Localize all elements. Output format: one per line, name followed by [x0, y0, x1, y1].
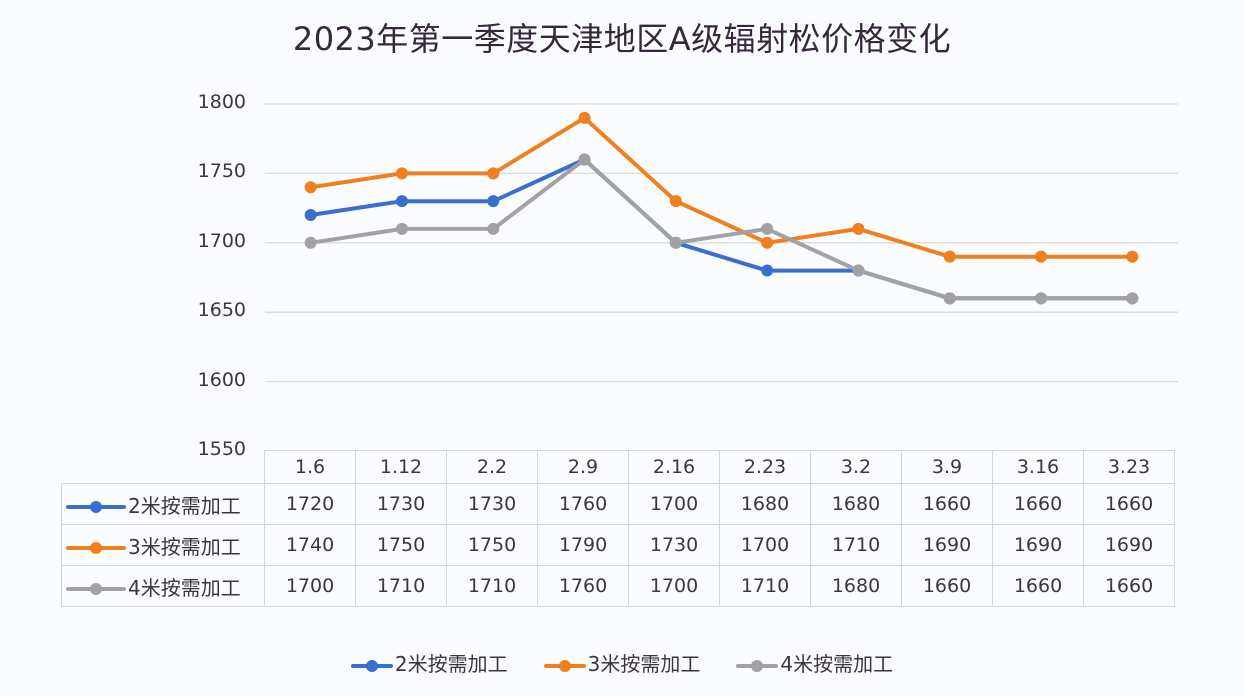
data-point — [304, 236, 317, 249]
data-point — [761, 236, 774, 249]
table-corner — [62, 451, 265, 484]
table-cell: 1790 — [537, 524, 629, 566]
y-tick-label: 1550 — [197, 438, 246, 460]
table-cell: 1710 — [446, 565, 538, 607]
table-cell: 1680 — [810, 565, 902, 607]
series-line-3m — [304, 111, 1139, 263]
table-cell: 1700 — [628, 565, 720, 607]
chart-title: 2023年第一季度天津地区A级辐射松价格变化 — [292, 20, 952, 58]
table-cell: 1700 — [719, 524, 811, 566]
table-header-cell: 1.6 — [264, 450, 356, 484]
table-cell: 1710 — [810, 524, 902, 566]
data-point — [852, 222, 865, 235]
table-cell: 1700 — [628, 483, 720, 525]
table-cell: 1680 — [719, 483, 811, 525]
series-name: 4米按需加工 — [128, 575, 241, 600]
table-cell: 1710 — [719, 565, 811, 607]
table-cell: 1720 — [264, 483, 356, 525]
legend-line-marker-icon — [350, 659, 393, 672]
table-cell: 1660 — [1083, 565, 1175, 607]
table-row: 3米按需加工 1740 1750 1750 1790 1730 1700 1710 1690 16… — [61, 524, 1175, 566]
table-cell: 1730 — [446, 483, 538, 525]
table-cell: 1730 — [355, 483, 447, 525]
y-tick-label: 1750 — [197, 160, 246, 183]
legend-line-marker-icon — [66, 501, 126, 513]
data-point — [669, 236, 682, 249]
y-tick-label: 1700 — [197, 229, 246, 252]
table-series-label: 4米按需加工 — [61, 565, 265, 607]
series-name: 3米按需加工 — [128, 534, 241, 559]
table-cell: 1750 — [355, 524, 447, 566]
data-point — [1126, 250, 1139, 263]
data-table: 1.6 1.12 2.2 2.9 2.16 2.23 3.2 3.9 3.16 3.23 2米按需加… — [61, 450, 1175, 607]
table-cell: 1690 — [1083, 524, 1175, 566]
table-cell: 1660 — [992, 483, 1084, 525]
legend-label: 2米按需加工 — [394, 652, 508, 676]
table-row: 2米按需加工 1720 1730 1730 1760 1700 1680 1680 1660 16… — [61, 483, 1175, 525]
legend-line-marker-icon — [66, 542, 126, 554]
legend-label: 4米按需加工 — [780, 652, 894, 676]
table-cell: 1730 — [628, 524, 720, 566]
data-point — [669, 195, 682, 208]
table-cell: 1660 — [901, 483, 993, 525]
table-cell: 1660 — [901, 565, 993, 607]
table-row: 4米按需加工 1700 1710 1710 1760 1700 1710 1680 1660 16… — [61, 565, 1175, 607]
data-point — [578, 111, 591, 124]
table-cell: 1660 — [992, 565, 1084, 607]
data-point — [487, 195, 500, 208]
table-cell: 1660 — [1083, 483, 1175, 525]
data-point — [395, 195, 408, 208]
table-series-label: 3米按需加工 — [61, 524, 265, 566]
data-point — [1035, 250, 1048, 263]
table-cell: 1690 — [901, 524, 993, 566]
table-cell: 1680 — [810, 483, 902, 525]
legend-label: 3米按需加工 — [587, 652, 701, 676]
data-point — [943, 292, 956, 305]
data-point — [395, 167, 408, 180]
legend-item[interactable]: 2米按需加工 — [350, 648, 508, 677]
table-header-cell: 1.12 — [355, 450, 447, 484]
legend-item[interactable]: 3米按需加工 — [543, 648, 701, 677]
data-point — [761, 222, 774, 235]
data-point — [1126, 292, 1139, 305]
table-header-cell: 2.16 — [628, 450, 720, 484]
table-cell: 1760 — [537, 565, 629, 607]
table-cell: 1740 — [264, 524, 356, 566]
y-tick-label: 1800 — [197, 91, 246, 113]
table-cell: 1760 — [537, 483, 629, 525]
table-cell: 1700 — [264, 565, 356, 607]
table-header-cell: 3.9 — [901, 450, 993, 484]
y-tick-label: 1600 — [197, 368, 246, 391]
data-point — [852, 264, 865, 277]
legend-line-marker-icon — [736, 659, 779, 672]
table-header-cell: 2.9 — [537, 450, 629, 484]
table-header-cell: 2.23 — [719, 450, 811, 484]
series-line-4m — [304, 153, 1139, 305]
data-point — [1035, 292, 1048, 305]
table-series-label: 2米按需加工 — [61, 483, 265, 525]
legend-item[interactable]: 4米按需加工 — [736, 648, 893, 677]
data-point — [761, 264, 774, 277]
y-tick-label: 1650 — [197, 299, 246, 322]
data-point — [943, 250, 956, 263]
table-header-cell: 2.2 — [446, 450, 538, 484]
data-point — [304, 209, 317, 222]
series-name: 2米按需加工 — [128, 493, 241, 518]
table-cell: 1750 — [446, 524, 538, 566]
data-point — [487, 167, 500, 180]
data-point — [395, 222, 408, 235]
data-point — [487, 222, 500, 235]
data-point — [578, 153, 591, 166]
table-cell: 1710 — [355, 565, 447, 607]
legend: 2米按需加工 3米按需加工 4米按需加工 — [0, 648, 1244, 677]
table-header-cell: 3.16 — [992, 450, 1084, 484]
data-point — [304, 181, 317, 194]
legend-line-marker-icon — [543, 659, 586, 672]
legend-line-marker-icon — [66, 583, 126, 595]
table-cell: 1690 — [992, 524, 1084, 566]
table-header-cell: 3.23 — [1083, 450, 1175, 484]
table-header-cell: 3.2 — [810, 450, 902, 484]
